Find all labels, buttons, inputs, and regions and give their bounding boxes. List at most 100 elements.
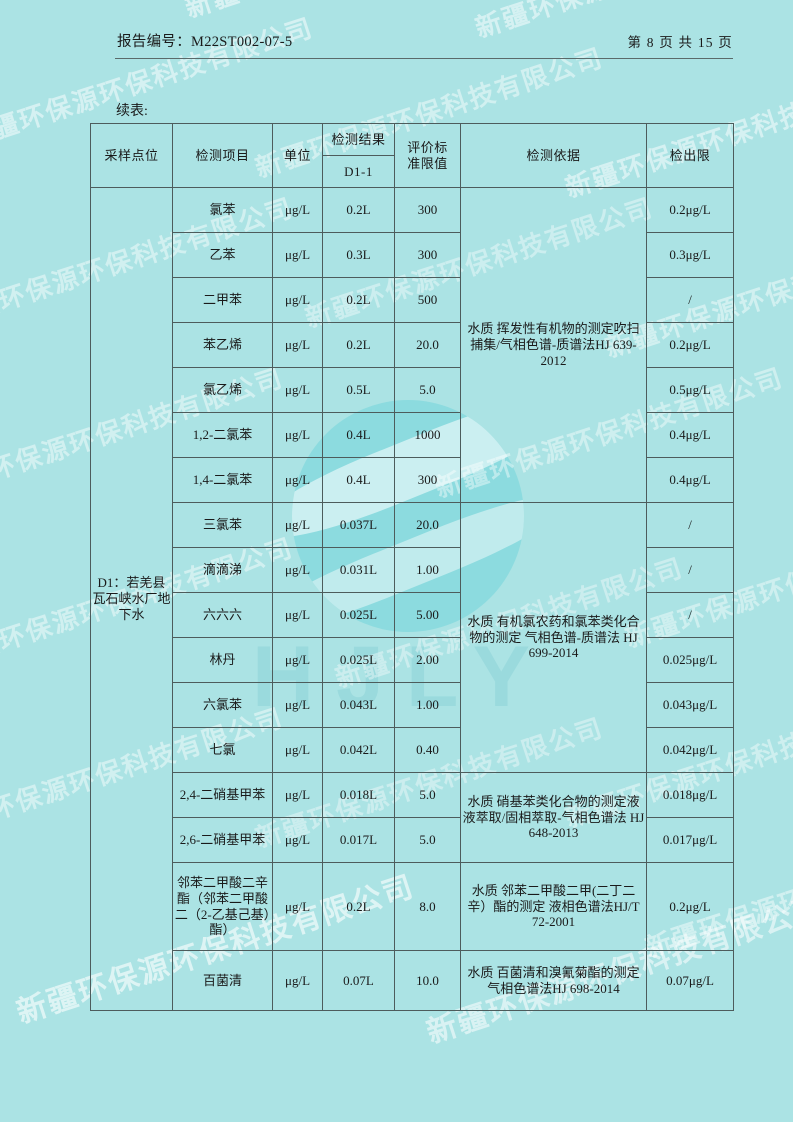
cell-test-item: 2,4-二硝基甲苯 (172, 772, 273, 818)
table-row: 三氯苯 μg/L 0.037L 20.0 水质 有机氯农药和氯苯类化合物的测定 气相色谱… (91, 502, 734, 773)
cell-unit: μg/L (272, 322, 323, 368)
cell-result: 0.5L (322, 367, 395, 413)
cell-test-item: 二甲苯 (172, 277, 273, 323)
cell-detection-limit: 0.4μg/L (646, 457, 734, 503)
cell-result: 0.2L (322, 322, 395, 368)
page-header: 报告编号：M22ST002-07-5 第 8 页 共 15 页 (60, 30, 733, 64)
table-row: D1：若羌县瓦石峡水厂地下水 氯苯 μg/L 0.2L 300 水质 挥发性有机物的测定吹… (90, 187, 734, 1011)
cell-standard-limit: 1000 (394, 412, 461, 458)
col-header-detection-limit: 检出限 (646, 123, 734, 188)
col-header-result-sample-id: D1-1 (322, 155, 395, 188)
cell-detection-basis: 水质 硝基苯类化合物的测定液液萃取/固相萃取-气相色谱法 HJ 648-2013 (460, 772, 647, 863)
cell-unit: μg/L (272, 817, 323, 863)
cell-unit: μg/L (272, 232, 323, 278)
standard-limit-line-2: 准限值 (407, 155, 448, 171)
cell-unit: μg/L (272, 367, 323, 413)
cell-detection-limit: 0.042μg/L (646, 727, 734, 773)
cell-detection-limit: 0.3μg/L (646, 232, 734, 278)
cell-detection-limit: 0.043μg/L (646, 682, 734, 728)
cell-result: 0.037L (322, 502, 395, 548)
cell-detection-limit: / (646, 592, 734, 638)
cell-result: 0.025L (322, 637, 395, 683)
cell-test-item: 三氯苯 (172, 502, 273, 548)
cell-result: 0.07L (322, 950, 395, 1011)
cell-test-item: 百菌清 (172, 950, 273, 1011)
cell-result: 0.2L (322, 187, 395, 233)
cell-detection-limit: 0.025μg/L (646, 637, 734, 683)
cell-unit: μg/L (272, 187, 323, 233)
cell-result: 0.031L (322, 547, 395, 593)
cell-result: 0.2L (322, 862, 395, 951)
cell-detection-limit: 0.4μg/L (646, 412, 734, 458)
cell-detection-limit: 0.2μg/L (646, 862, 734, 951)
cell-standard-limit: 1.00 (394, 547, 461, 593)
col-header-test-item: 检测项目 (172, 123, 273, 188)
cell-test-item: 滴滴涕 (172, 547, 273, 593)
table-row: 乙苯 μg/L 0.3L 300 0.3μg/L (91, 232, 734, 278)
results-table: 采样点位 检测项目 单位 检测结果 评价标 准限值 检测依据 检出限 D1-1 … (90, 123, 734, 1011)
cell-detection-limit: / (646, 502, 734, 548)
table-row: 2,6-二硝基甲苯 μg/L 0.017L 5.0 0.017μg/L (91, 817, 734, 863)
cell-test-item: 2,6-二硝基甲苯 (172, 817, 273, 863)
cell-detection-basis: 水质 邻苯二甲酸二甲(二丁二辛）酯的测定 液相色谱法HJ/T 72-2001 (460, 862, 647, 951)
cell-standard-limit: 500 (394, 277, 461, 323)
cell-result: 0.025L (322, 592, 395, 638)
table-body: D1：若羌县瓦石峡水厂地下水 氯苯 μg/L 0.2L 300 水质 挥发性有机物的测定吹… (90, 187, 734, 1011)
cell-test-item: 邻苯二甲酸二辛酯（邻苯二甲酸二（2-乙基己基）酯） (172, 862, 273, 951)
cell-standard-limit: 5.00 (394, 592, 461, 638)
cell-result: 0.4L (322, 457, 395, 503)
cell-detection-basis: 水质 挥发性有机物的测定吹扫捕集/气相色谱-质谱法HJ 639-2012 (460, 187, 647, 503)
cell-unit: μg/L (272, 592, 323, 638)
cell-detection-limit: 0.018μg/L (646, 772, 734, 818)
cell-standard-limit: 300 (394, 232, 461, 278)
cell-result: 0.017L (322, 817, 395, 863)
table-row: 2,4-二硝基甲苯 μg/L 0.018L 5.0 水质 硝基苯类化合物的测定液液萃取/… (91, 772, 734, 863)
cell-test-item: 氯苯 (172, 187, 273, 233)
cell-test-item: 林丹 (172, 637, 273, 683)
col-header-unit: 单位 (272, 123, 323, 188)
col-header-result: 检测结果 (322, 123, 395, 156)
cell-standard-limit: 20.0 (394, 322, 461, 368)
cell-detection-limit: 0.2μg/L (646, 322, 734, 368)
cell-test-item: 乙苯 (172, 232, 273, 278)
cell-sampling-point: D1：若羌县瓦石峡水厂地下水 (90, 187, 173, 1011)
cell-test-item: 苯乙烯 (172, 322, 273, 368)
cell-standard-limit: 300 (394, 187, 461, 233)
cell-result: 0.4L (322, 412, 395, 458)
page-number: 第 8 页 共 15 页 (627, 35, 733, 50)
cell-unit: μg/L (272, 412, 323, 458)
cell-standard-limit: 5.0 (394, 817, 461, 863)
cell-test-item: 氯乙烯 (172, 367, 273, 413)
cell-test-item: 1,2-二氯苯 (172, 412, 273, 458)
cell-standard-limit: 0.40 (394, 727, 461, 773)
cell-standard-limit: 10.0 (394, 950, 461, 1011)
col-header-basis: 检测依据 (460, 123, 647, 188)
cell-detection-limit: 0.07μg/L (646, 950, 734, 1011)
header-divider (115, 58, 733, 59)
cell-test-item: 六氯苯 (172, 682, 273, 728)
cell-detection-limit: / (646, 547, 734, 593)
cell-test-item: 七氯 (172, 727, 273, 773)
cell-unit: μg/L (272, 772, 323, 818)
cell-result: 0.042L (322, 727, 395, 773)
cell-result: 0.2L (322, 277, 395, 323)
cell-standard-limit: 2.00 (394, 637, 461, 683)
report-number: 报告编号：M22ST002-07-5 (117, 34, 293, 50)
cell-result: 0.018L (322, 772, 395, 818)
cell-detection-limit: 0.5μg/L (646, 367, 734, 413)
cell-result: 0.043L (322, 682, 395, 728)
cell-standard-limit: 5.0 (394, 367, 461, 413)
cell-unit: μg/L (272, 457, 323, 503)
table-row: 二甲苯 μg/L 0.2L 500 / (91, 277, 734, 323)
cell-unit: μg/L (272, 862, 323, 951)
cell-unit: μg/L (272, 502, 323, 548)
cell-detection-limit: / (646, 277, 734, 323)
cell-unit: μg/L (272, 277, 323, 323)
col-header-sampling-point: 采样点位 (90, 123, 173, 188)
cell-result: 0.3L (322, 232, 395, 278)
table-row: 七氯 μg/L 0.042L 0.40 0.042μg/L (91, 727, 734, 773)
cell-unit: μg/L (272, 682, 323, 728)
cell-detection-basis: 水质 百菌清和溴氰菊酯的测定 气相色谱法HJ 698-2014 (460, 950, 647, 1011)
cell-detection-limit: 0.2μg/L (646, 187, 734, 233)
